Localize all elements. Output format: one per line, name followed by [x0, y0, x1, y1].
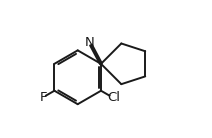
- Text: Cl: Cl: [107, 91, 120, 104]
- Text: F: F: [39, 91, 47, 104]
- Text: N: N: [85, 36, 94, 49]
